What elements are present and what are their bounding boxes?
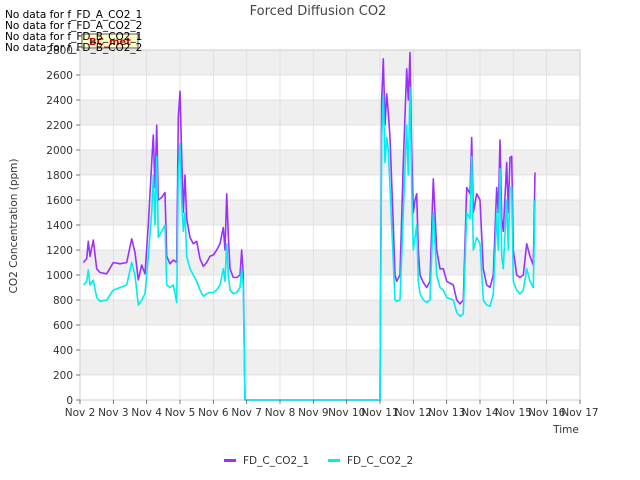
x-tick-label: Nov 8 xyxy=(265,407,296,419)
y-tick-label: 1000 xyxy=(46,270,73,282)
series-layer xyxy=(82,51,536,401)
legend-label-series1: FD_C_CO2_1 xyxy=(243,455,309,467)
series-line-2 xyxy=(82,86,536,401)
nodata-note: No data for f_FD_A_CO2_1 xyxy=(5,9,142,21)
y-tick-label: 2400 xyxy=(46,95,73,107)
y-tick-label: 2000 xyxy=(46,145,73,157)
x-tick-label: Nov 15 xyxy=(495,407,532,419)
x-tick-label: Nov 10 xyxy=(328,407,365,419)
legend: FD_C_CO2_1 FD_C_CO2_2 xyxy=(224,455,413,467)
y-tick-label: 1800 xyxy=(46,170,73,182)
x-tick-label: Nov 2 xyxy=(65,407,96,419)
series-line-1 xyxy=(82,51,536,401)
legend-swatch-series1 xyxy=(224,459,236,462)
y-tick-label: 2600 xyxy=(46,70,73,82)
grid-band xyxy=(80,150,580,175)
chart-title: Forced Diffusion CO2 xyxy=(250,4,387,19)
x-tick-label: Nov 9 xyxy=(298,407,329,419)
nodata-note: No data for f_FD_B_CO2_1 xyxy=(5,31,142,43)
grid-band xyxy=(80,300,580,325)
y-tick-label: 0 xyxy=(66,395,73,407)
legend-swatch-series2 xyxy=(328,459,340,462)
y-tick-label: 400 xyxy=(53,345,73,357)
nodata-note: No data for f_FD_B_CO2_2 xyxy=(5,42,142,54)
x-axis-ticks: Nov 2 Nov 3 Nov 4 Nov 5 Nov 6 Nov 7 Nov 8 Nov 9… xyxy=(65,400,599,419)
y-tick-label: 1600 xyxy=(46,195,73,207)
x-tick-label: Nov 3 xyxy=(98,407,129,419)
badge-box xyxy=(81,33,139,49)
grid-band xyxy=(80,50,580,75)
grid-band xyxy=(80,350,580,375)
grid-band xyxy=(80,250,580,275)
y-tick-label: 200 xyxy=(53,370,73,382)
x-tick-label: Nov 6 xyxy=(198,407,229,419)
x-tick-label: Nov 13 xyxy=(428,407,465,419)
x-axis-label: Time xyxy=(552,424,579,436)
legend-label-series2: FD_C_CO2_2 xyxy=(347,455,413,467)
y-tick-label: 1400 xyxy=(46,220,73,232)
x-tick-label: Nov 17 xyxy=(561,407,598,419)
x-tick-label: Nov 5 xyxy=(165,407,196,419)
y-axis-label: CO2 Concentration (ppm) xyxy=(8,159,20,294)
y-tick-label: 600 xyxy=(53,320,73,332)
grid-band xyxy=(80,100,580,125)
x-tick-label: Nov 12 xyxy=(395,407,432,419)
x-tick-label: Nov 4 xyxy=(131,407,162,419)
nodata-note: No data for f_FD_A_CO2_2 xyxy=(5,20,142,32)
x-tick-label: Nov 14 xyxy=(461,407,499,419)
x-tick-label: Nov 11 xyxy=(361,407,398,419)
badge-label: BC_met xyxy=(89,37,131,48)
y-tick-label: 1200 xyxy=(46,245,73,257)
y-tick-label: 800 xyxy=(53,295,73,307)
x-tick-label: Nov 16 xyxy=(528,407,566,419)
y-tick-label: 2200 xyxy=(46,120,73,132)
y-tick-label: 2800 xyxy=(46,45,73,57)
y-axis-ticks: 0 200 400 600 800 1000 1200 1400 1600 1800 2000 220… xyxy=(46,45,80,407)
x-tick-label: Nov 7 xyxy=(231,407,262,419)
